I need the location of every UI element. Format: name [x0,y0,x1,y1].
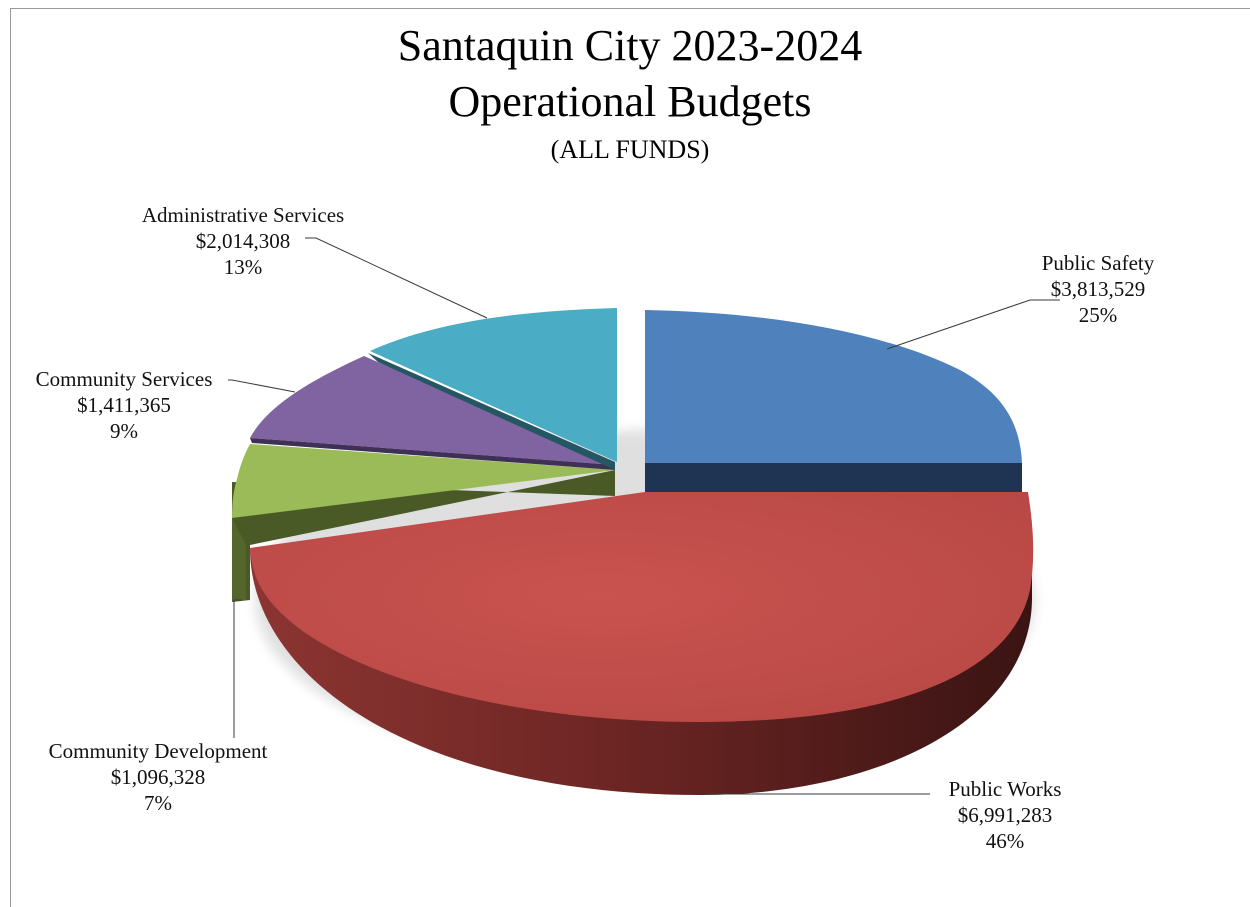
label-administrative-services-name: Administrative Services [142,203,344,227]
label-community-development: Community Development $1,096,328 7% [49,739,268,815]
chart-frame [10,8,1250,907]
slice-community-services [250,356,615,470]
slice-community-services-top [250,356,615,465]
slice-community-development-top [232,444,615,518]
slice-public-safety [645,310,1022,492]
label-public-safety-value: $3,813,529 [1051,277,1146,301]
label-administrative-services: Administrative Services $2,014,308 13% [142,203,344,279]
slice-community-services-edge [250,438,615,470]
slice-public-safety-side [645,463,1022,492]
label-community-services-value: $1,411,365 [77,393,171,417]
label-public-works-name: Public Works [949,777,1062,801]
leader-community-services [228,379,296,393]
slice-community-development [232,444,615,602]
label-administrative-services-percent: 13% [224,255,263,279]
label-community-development-name: Community Development [49,739,268,763]
slice-public-works [250,492,1034,795]
slice-administrative-services-top [370,308,617,462]
label-public-works: Public Works $6,991,283 46% [949,777,1062,853]
chart-subtitle: (ALL FUNDS) [551,135,710,164]
slice-public-works-top [250,492,1034,722]
label-public-safety-percent: 25% [1079,303,1118,327]
label-public-works-value: $6,991,283 [958,803,1053,827]
label-community-services-name: Community Services [36,367,213,391]
label-community-services-percent: 9% [110,419,138,443]
label-public-safety: Public Safety $3,813,529 25% [1042,251,1155,327]
label-administrative-services-value: $2,014,308 [196,229,291,253]
chart-title-line2: Operational Budgets [449,77,812,126]
label-community-development-value: $1,096,328 [111,765,206,789]
slice-administrative-services [368,308,617,470]
label-public-works-percent: 46% [986,829,1025,853]
slice-administrative-services-side [368,353,615,470]
slice-public-works-side [250,520,1032,795]
slice-public-safety-top [645,310,1022,463]
chart-title: Santaquin City 2023-2024 [398,21,862,70]
leader-public-safety [886,299,1060,350]
label-community-services: Community Services $1,411,365 9% [36,367,213,443]
label-community-development-percent: 7% [144,791,172,815]
slice-community-development-side-front [232,518,246,602]
leader-administrative-services [305,237,488,319]
leader-community-development [233,599,242,738]
label-public-safety-name: Public Safety [1042,251,1155,275]
